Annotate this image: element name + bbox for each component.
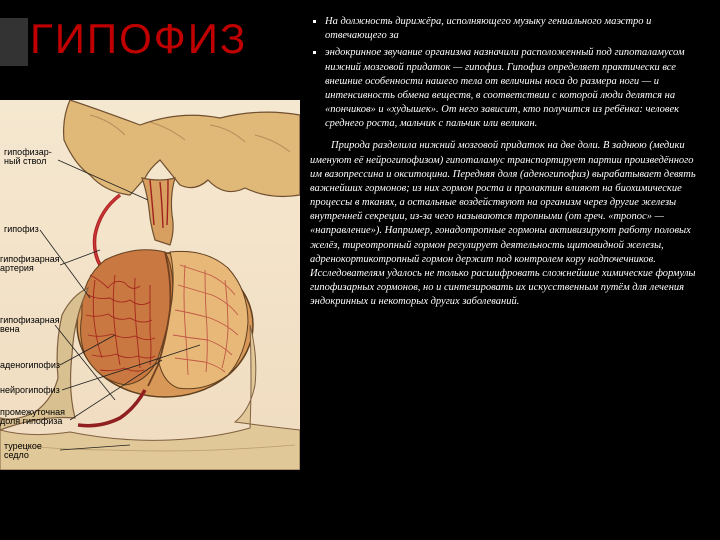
- page-title: ГИПОФИЗ: [30, 18, 247, 60]
- label-adeno: аденогипофиз: [0, 360, 60, 370]
- label-vein: гипофизарнаявена: [0, 316, 60, 335]
- body-text: На должность дирижёра, исполняющего музы…: [310, 15, 710, 535]
- label-artery: гипофизарнаяартерия: [0, 255, 60, 274]
- label-intermediate: промежуточнаядоля гипофиза: [0, 408, 65, 427]
- bullet-2: эндокринное звучание организма назначили…: [325, 46, 700, 131]
- title-accent-bar: [0, 18, 28, 66]
- paragraph-1: Природа разделила нижний мозговой придат…: [310, 139, 700, 309]
- bullet-1: На должность дирижёра, исполняющего музы…: [325, 15, 700, 43]
- label-pituitary: гипофиз: [4, 224, 39, 234]
- label-neuro: нейрогипофиз: [0, 385, 60, 395]
- label-saddle: турецкоеседло: [4, 442, 42, 461]
- pituitary-diagram: гипофизар-ный ствол гипофиз гипофизарная…: [0, 100, 300, 470]
- label-stalk: гипофизар-ный ствол: [4, 148, 52, 167]
